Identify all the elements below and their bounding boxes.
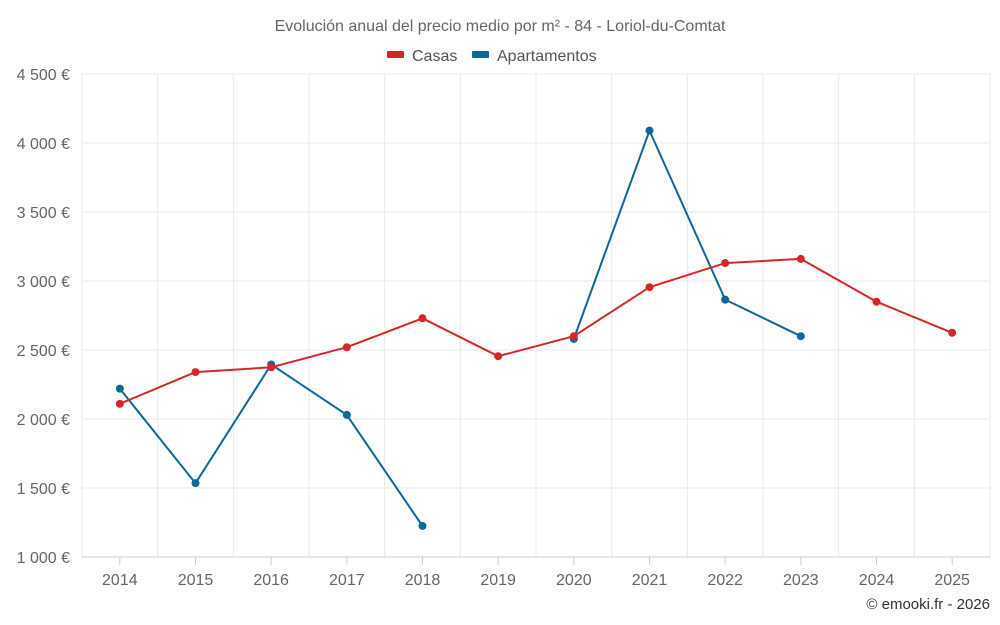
series-casas [115, 254, 957, 408]
data-point-apartamentos[interactable] [115, 384, 124, 393]
data-point-casas[interactable] [796, 254, 805, 263]
data-point-casas[interactable] [418, 314, 427, 323]
data-point-casas[interactable] [948, 328, 957, 337]
y-axis: 1 000 € 1 500 € 2 000 € 2 500 € 3 000 € 3 500… [17, 67, 70, 567]
data-point-casas[interactable] [721, 259, 730, 268]
x-tick-label: 2019 [480, 572, 516, 589]
x-tick-label: 2017 [329, 572, 365, 589]
x-tick-label: 2015 [178, 572, 214, 589]
credit: © emooki.fr - 2026 [866, 596, 990, 613]
x-tick-label: 2021 [632, 572, 668, 589]
x-tick-label: 2016 [253, 572, 289, 589]
y-tick-label: 1 000 € [17, 550, 70, 567]
data-point-casas[interactable] [872, 297, 881, 306]
gridlines [81, 73, 991, 557]
x-axis: 2014 2015 2016 2017 2018 2019 2020 2021 2022 2023… [82, 556, 990, 589]
y-tick-label: 1 500 € [17, 481, 70, 498]
legend-label-apartamentos: Apartamentos [497, 48, 597, 65]
y-tick-label: 3 000 € [17, 274, 70, 291]
legend-swatch-casas [387, 51, 404, 58]
data-point-casas[interactable] [494, 352, 503, 361]
data-point-apartamentos[interactable] [796, 332, 805, 341]
data-point-apartamentos[interactable] [418, 521, 427, 530]
legend: Casas Apartamentos [387, 48, 597, 65]
x-tick-label: 2014 [102, 572, 138, 589]
data-point-casas[interactable] [115, 399, 124, 408]
data-point-casas[interactable] [267, 363, 276, 372]
x-tick-label: 2025 [934, 572, 970, 589]
legend-item-apartamentos[interactable]: Apartamentos [472, 48, 597, 65]
series-line-casas [119, 257, 953, 405]
data-point-apartamentos[interactable] [191, 479, 200, 488]
y-tick-label: 4 000 € [17, 136, 70, 153]
data-point-casas[interactable] [569, 332, 578, 341]
x-tick-label: 2020 [556, 572, 592, 589]
series-layer [115, 126, 957, 530]
x-tick-label: 2018 [405, 572, 441, 589]
data-point-apartamentos[interactable] [721, 295, 730, 304]
legend-swatch-apartamentos [472, 51, 489, 58]
y-tick-label: 4 500 € [17, 67, 70, 84]
x-tick-label: 2022 [707, 572, 743, 589]
data-point-casas[interactable] [191, 368, 200, 377]
legend-label-casas: Casas [412, 48, 457, 65]
data-point-apartamentos[interactable] [645, 126, 654, 135]
data-point-casas[interactable] [645, 283, 654, 292]
chart-title: Evolución anual del precio medio por m² … [275, 18, 726, 35]
legend-item-casas[interactable]: Casas [387, 48, 457, 65]
data-point-casas[interactable] [342, 343, 351, 352]
y-tick-label: 2 500 € [17, 343, 70, 360]
y-tick-label: 3 500 € [17, 205, 70, 222]
y-tick-label: 2 000 € [17, 412, 70, 429]
x-tick-label: 2024 [859, 572, 895, 589]
data-point-apartamentos[interactable] [342, 410, 351, 419]
x-tick-label: 2023 [783, 572, 819, 589]
